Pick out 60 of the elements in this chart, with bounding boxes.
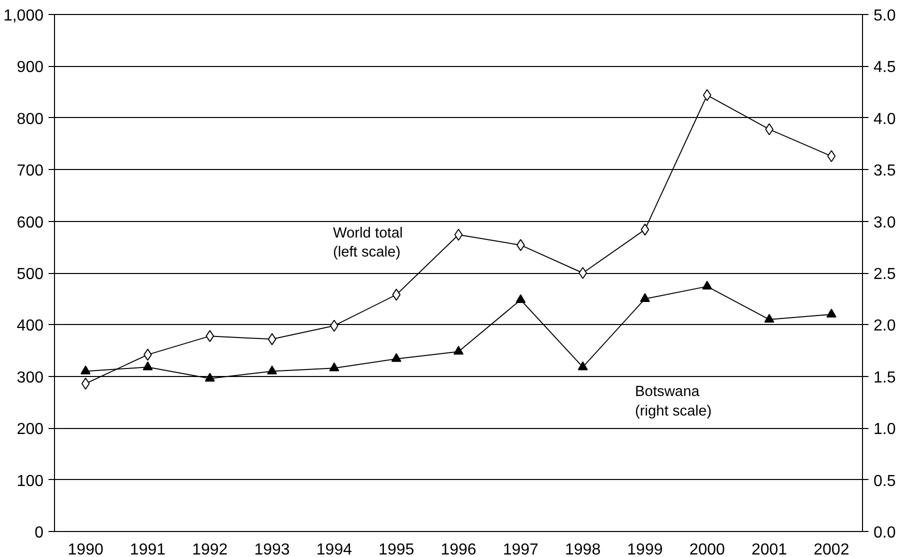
point — [516, 294, 526, 303]
point — [516, 239, 525, 252]
point — [329, 362, 340, 372]
x-tick-label: 1997 — [502, 542, 539, 557]
y2-tick-label: 0.5 — [874, 472, 896, 490]
y-tick-label: 800 — [16, 110, 44, 128]
y-tick-label: 400 — [16, 318, 44, 335]
point — [578, 267, 587, 279]
y2-tick-label: 2.0 — [874, 318, 896, 335]
y-tick-label: 600 — [16, 214, 44, 232]
x-tick-label: 1995 — [378, 542, 414, 557]
point — [640, 224, 650, 236]
point — [702, 89, 712, 102]
point — [826, 308, 836, 318]
y2-tick-label: 3.0 — [874, 214, 896, 232]
point — [702, 280, 712, 290]
point — [80, 366, 91, 374]
y-tick-label: 0 — [34, 524, 44, 542]
point — [764, 314, 774, 323]
point — [827, 150, 836, 162]
x-tick-label: 1999 — [627, 542, 663, 557]
point — [206, 330, 214, 342]
y-tick-label: 200 — [16, 421, 44, 438]
y2-tick-label: 1.5 — [874, 369, 896, 386]
point — [578, 361, 588, 370]
point — [454, 228, 463, 241]
point — [268, 333, 276, 346]
x-tick-label: 2001 — [751, 542, 788, 557]
x-tick-label: 1998 — [565, 542, 601, 557]
y-tick-label: 300 — [16, 369, 44, 386]
y2-tick-label: 0.0 — [874, 524, 896, 542]
y-tick-label: 900 — [16, 59, 44, 76]
point — [142, 361, 153, 370]
annotation: World total (left scale) — [332, 225, 403, 261]
x-tick-label: 1990 — [68, 542, 104, 557]
point — [204, 372, 215, 382]
y-tick-label: 700 — [16, 162, 44, 180]
x-tick-label: 2002 — [814, 542, 850, 557]
x-tick-label: 2000 — [689, 542, 726, 557]
x-tick-label: 1991 — [130, 542, 166, 557]
point — [267, 366, 278, 374]
point — [81, 378, 90, 390]
x-tick-label: 1996 — [440, 542, 476, 557]
point — [454, 346, 464, 355]
y2-tick-label: 2.5 — [874, 266, 896, 283]
y-tick-label: 500 — [16, 266, 44, 283]
y2-tick-label: 3.5 — [874, 162, 896, 180]
y2-tick-label: 1.0 — [874, 421, 896, 438]
x-tick-label: 1994 — [316, 542, 352, 557]
annotation: Botswana (right scale) — [635, 384, 712, 420]
y-tick-label: 1,000 — [3, 8, 44, 24]
point — [640, 293, 650, 302]
y-tick-label: 100 — [16, 472, 44, 490]
y2-tick-label: 5.0 — [874, 8, 896, 24]
y2-tick-label: 4.0 — [874, 110, 896, 128]
x-tick-label: 1993 — [254, 542, 290, 557]
x-tick-label: 1992 — [192, 542, 228, 557]
point — [391, 353, 402, 362]
y2-tick-label: 4.5 — [874, 59, 896, 76]
point — [392, 288, 401, 301]
